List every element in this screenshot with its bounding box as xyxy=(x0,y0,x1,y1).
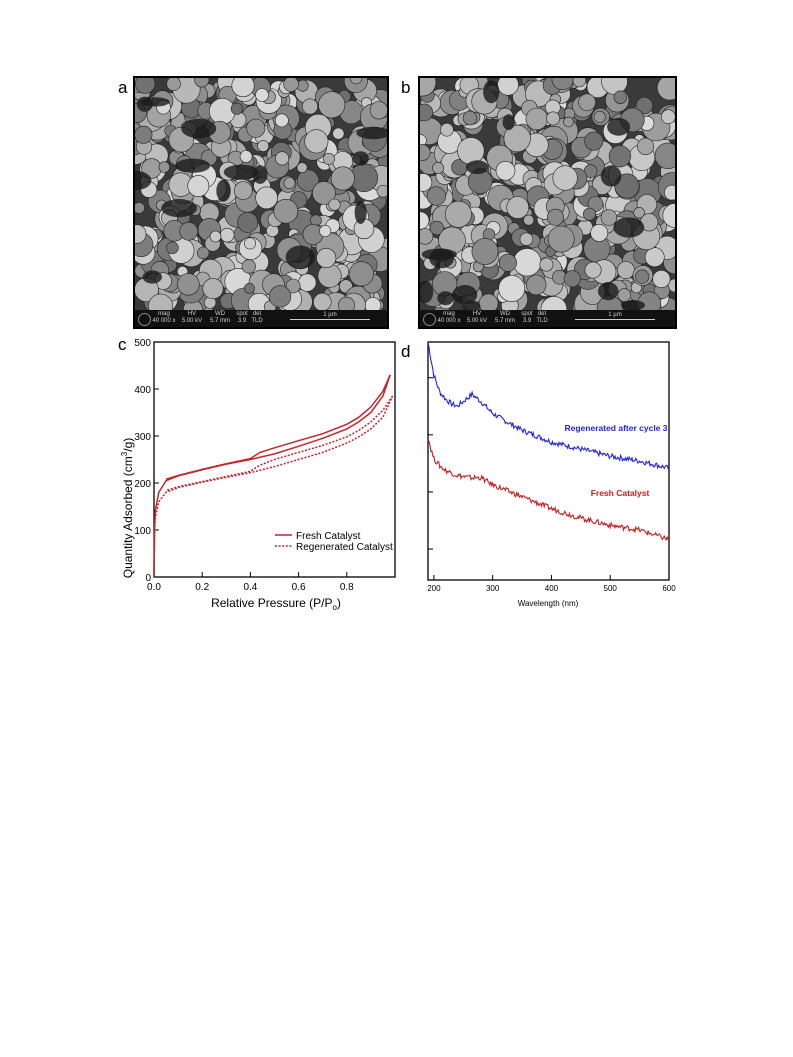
c-y-tick-label: 0 xyxy=(145,573,151,584)
sem-a-hdr-spot: spot xyxy=(236,311,248,317)
sem-info-strip-a: mag 40 000 x HV 5.00 kV WD 5.7 mm spot 3.9 d… xyxy=(135,310,387,327)
fei-logo-icon xyxy=(138,313,151,326)
sem-b-hdr-wd: WD xyxy=(500,311,510,317)
c-legend-label: Fresh Catalyst xyxy=(296,531,361,542)
sem-a-scale-label: 1 µm xyxy=(323,312,337,318)
d-series-regenerated xyxy=(427,341,670,470)
c-y-tick-label: 300 xyxy=(134,432,151,443)
c-series-fresh-desorption xyxy=(165,374,391,480)
c-x-tick-label: 0.0 xyxy=(147,582,161,593)
sem-a-val-det: TLD xyxy=(251,318,263,324)
d-x-axis-label: Wavelength (nm) xyxy=(518,599,579,608)
panel-letter-a: a xyxy=(118,78,128,97)
d-series-fresh xyxy=(427,439,670,541)
c-y-tick-label: 200 xyxy=(134,479,151,490)
c-x-tick-label: 0.8 xyxy=(340,582,354,593)
panel-letter-c: c xyxy=(118,335,127,354)
c-xlabel-main: Relative Pressure (P/P xyxy=(211,596,332,610)
uv-vis-chart: Wavelength (nm) 200 300 400 500 600 Regenerat… xyxy=(427,341,676,608)
c-xlabel-close: ) xyxy=(337,596,341,610)
c-ylabel-main: Quantity Adsorbed (cm xyxy=(121,456,135,578)
c-x-tick-label: 0.4 xyxy=(243,582,257,593)
sem-b-val-det: TLD xyxy=(536,318,548,324)
sem-a-val-hv: 5.00 kV xyxy=(181,318,203,324)
c-series-fresh-adsorption xyxy=(153,374,391,578)
sem-texture-b xyxy=(420,78,675,310)
sem-a-val-spot: 3.9 xyxy=(237,318,247,324)
d-x-tick-label: 300 xyxy=(486,584,500,593)
c-ylabel-sup: 3 xyxy=(120,451,129,456)
sem-a-hdr-det: det xyxy=(252,311,262,317)
sem-texture-a xyxy=(135,78,387,310)
c-ylabel-close: /g) xyxy=(121,438,135,452)
d-x-tick-label: 600 xyxy=(662,584,676,593)
c-series-regenerated-desorption xyxy=(165,395,394,492)
fei-logo-icon xyxy=(423,313,436,326)
sem-b-hdr-det: det xyxy=(537,311,547,317)
sem-b-val-mag: 40 000 x xyxy=(437,318,461,324)
sem-b-hdr-spot: spot xyxy=(521,311,533,317)
sem-a-hdr-mag: mag xyxy=(158,311,170,317)
sem-a-scale-bar xyxy=(290,319,370,320)
sem-b-scale-bar xyxy=(575,319,655,320)
isotherm-chart: Quantity Adsorbed (cm3/g) Relative Press… xyxy=(120,338,396,612)
c-x-tick-label: 0.2 xyxy=(195,582,209,593)
sem-a-hdr-wd: WD xyxy=(215,311,225,317)
d-x-tick-label: 200 xyxy=(427,584,441,593)
sem-image-a: mag 40 000 x HV 5.00 kV WD 5.7 mm spot 3.9 d… xyxy=(133,76,389,329)
d-x-tick-label: 500 xyxy=(604,584,618,593)
sem-b-scale-label: 1 µm xyxy=(608,312,622,318)
c-series-regenerated-adsorption xyxy=(153,395,394,578)
c-x-tick-label: 0.6 xyxy=(292,582,306,593)
sem-b-hdr-hv: HV xyxy=(472,311,482,317)
c-y-tick-label: 400 xyxy=(134,385,151,396)
d-plot-frame xyxy=(427,341,670,581)
panel-letter-d: d xyxy=(401,342,411,361)
c-plot-frame xyxy=(153,341,396,578)
sem-a-val-mag: 40 000 x xyxy=(152,318,176,324)
sem-a-val-wd: 5.7 mm xyxy=(209,318,230,324)
c-y-tick-label: 100 xyxy=(134,526,151,537)
c-y-axis-label: Quantity Adsorbed (cm3/g) xyxy=(120,438,135,579)
sem-b-hdr-mag: mag xyxy=(443,311,455,317)
c-y-tick-label: 500 xyxy=(134,338,151,349)
d-x-tick-label: 400 xyxy=(545,584,559,593)
sem-b-val-spot: 3.9 xyxy=(522,318,532,324)
sem-image-b: mag 40 000 x HV 5.00 kV WD 5.7 mm spot 3.9 d… xyxy=(418,76,677,329)
c-x-axis-label: Relative Pressure (P/Po) xyxy=(211,596,341,612)
c-legend-label: Regenerated Catalyst xyxy=(296,542,393,553)
d-series-label: Regenerated after cycle 3 xyxy=(565,423,668,433)
panel-letter-b: b xyxy=(401,78,411,97)
d-series-label: Fresh Catalyst xyxy=(591,488,650,498)
c-xlabel-sub: o xyxy=(332,603,337,612)
sem-info-strip-b: mag 40 000 x HV 5.00 kV WD 5.7 mm spot 3.9 d… xyxy=(420,310,675,327)
sem-a-hdr-hv: HV xyxy=(187,311,197,317)
sem-b-val-hv: 5.00 kV xyxy=(466,318,488,324)
sem-b-val-wd: 5.7 mm xyxy=(494,318,515,324)
